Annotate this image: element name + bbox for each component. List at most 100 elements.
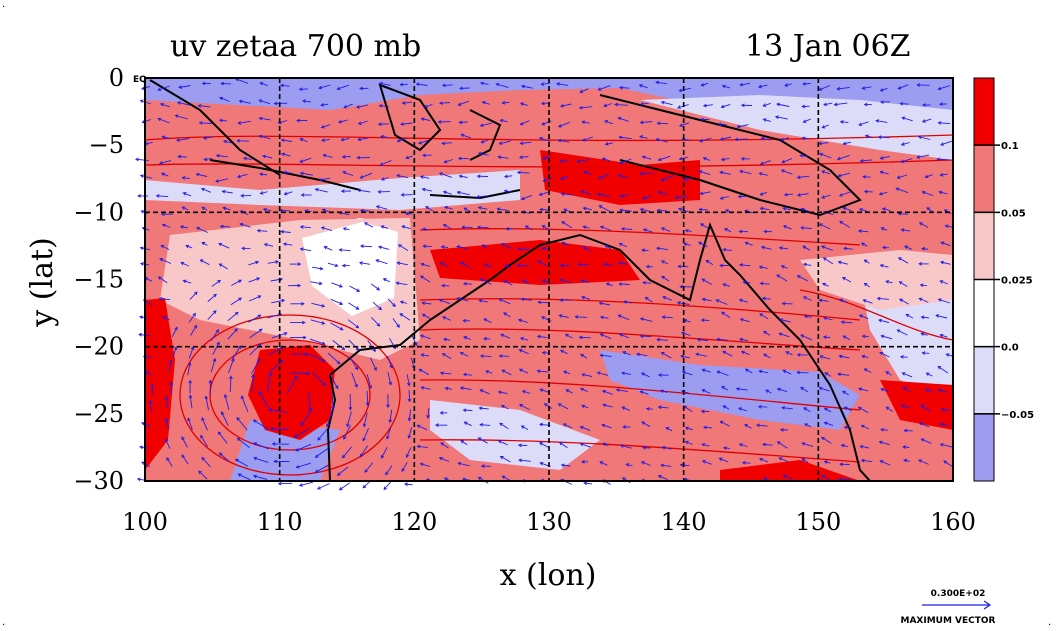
wind-vector bbox=[271, 299, 285, 304]
wind-vector-head bbox=[193, 291, 198, 296]
wind-vector-head bbox=[303, 335, 307, 340]
wind-vector bbox=[779, 319, 791, 323]
wind-vector-head bbox=[619, 444, 624, 448]
wind-vector-head bbox=[541, 316, 545, 320]
wind-vector bbox=[290, 372, 310, 374]
wind-vector bbox=[783, 225, 792, 230]
wind-vector-head bbox=[744, 424, 748, 428]
wind-vector-head bbox=[215, 153, 220, 158]
wind-vector-head bbox=[782, 206, 787, 211]
wind-vector bbox=[201, 242, 208, 246]
wind-vector-head bbox=[218, 263, 223, 267]
wind-vector bbox=[822, 124, 829, 129]
wind-vector bbox=[539, 191, 548, 196]
wind-vector bbox=[541, 82, 551, 85]
wind-vector bbox=[324, 246, 333, 251]
wind-vector-head bbox=[357, 137, 362, 142]
wind-vector bbox=[862, 86, 872, 89]
wind-vector bbox=[370, 357, 377, 371]
wind-vector bbox=[698, 241, 708, 248]
wind-vector bbox=[259, 99, 271, 105]
wind-vector bbox=[702, 389, 711, 394]
wind-vector bbox=[401, 225, 411, 230]
wind-vector bbox=[443, 191, 452, 195]
wind-vector bbox=[921, 316, 930, 319]
wind-vector bbox=[330, 298, 343, 305]
wind-vector bbox=[346, 411, 352, 427]
wind-vector-head bbox=[229, 375, 233, 380]
wind-vector-head bbox=[858, 122, 863, 127]
wind-vector bbox=[348, 302, 359, 310]
wind-vector bbox=[381, 447, 388, 459]
wind-vector-head bbox=[212, 357, 217, 362]
wind-vector-head bbox=[738, 407, 742, 411]
wind-vector-head bbox=[722, 283, 727, 287]
wind-vector-head bbox=[721, 386, 725, 390]
wind-vector-head bbox=[375, 205, 380, 209]
wind-vector bbox=[505, 264, 512, 269]
wind-vector bbox=[862, 335, 869, 338]
wind-vector-head bbox=[389, 364, 393, 369]
wind-vector bbox=[253, 442, 269, 450]
wind-vector-head bbox=[300, 422, 304, 426]
wind-vector-head bbox=[583, 170, 588, 175]
wind-vector bbox=[700, 223, 709, 229]
wind-vector bbox=[300, 248, 312, 252]
wind-vector bbox=[782, 369, 792, 375]
wind-vector bbox=[262, 155, 273, 159]
wind-vector bbox=[156, 195, 169, 198]
wind-vector-head bbox=[340, 189, 345, 193]
wind-vector bbox=[640, 390, 649, 395]
wind-vector bbox=[223, 140, 233, 144]
wind-vector-head bbox=[188, 379, 192, 384]
wind-vector bbox=[200, 259, 210, 266]
wind-vector bbox=[440, 442, 449, 449]
corner-mark: · bbox=[2, 620, 5, 631]
wind-vector bbox=[235, 78, 249, 84]
wind-vector-head bbox=[896, 175, 901, 179]
wind-vector bbox=[598, 85, 611, 91]
wind-vector-head bbox=[681, 370, 686, 375]
wind-vector-head bbox=[441, 141, 445, 146]
wind-vector bbox=[310, 319, 325, 325]
wind-vector bbox=[401, 461, 408, 472]
wind-vector bbox=[439, 457, 450, 462]
x-tick-label: 130 bbox=[526, 508, 572, 536]
wind-vector-head bbox=[314, 469, 319, 473]
wind-vector bbox=[823, 102, 833, 106]
wind-vector bbox=[703, 157, 711, 161]
wind-vector bbox=[657, 339, 669, 341]
wind-vector bbox=[257, 230, 268, 232]
wind-vector bbox=[584, 171, 593, 175]
wind-vector-head bbox=[139, 99, 144, 104]
wind-vector-head bbox=[180, 261, 185, 266]
wind-vector-head bbox=[922, 103, 926, 107]
wind-vector bbox=[280, 84, 290, 87]
wind-vector bbox=[198, 105, 211, 108]
wind-vector bbox=[168, 360, 172, 372]
wind-vector bbox=[602, 442, 609, 447]
wind-vector bbox=[683, 319, 691, 323]
wind-vector-head bbox=[203, 157, 208, 162]
wind-vector-head bbox=[881, 245, 886, 250]
wind-vector bbox=[223, 207, 231, 211]
wind-vector-head bbox=[758, 172, 763, 176]
wind-vector bbox=[834, 102, 848, 106]
wind-vector bbox=[309, 353, 325, 362]
wind-vector bbox=[459, 121, 468, 123]
wind-vector bbox=[363, 412, 368, 427]
wind-vector bbox=[326, 410, 334, 427]
wind-vector-head bbox=[918, 459, 922, 463]
wind-vector-head bbox=[800, 334, 805, 338]
wind-vector bbox=[421, 263, 431, 267]
wind-vector bbox=[560, 103, 572, 107]
wind-vector bbox=[819, 85, 831, 91]
wind-vector-head bbox=[517, 443, 522, 448]
wind-vector bbox=[785, 351, 793, 356]
wind-vector bbox=[444, 159, 453, 163]
wind-vector-head bbox=[679, 284, 684, 289]
wind-vector-head bbox=[621, 406, 626, 410]
wind-vector-head bbox=[280, 229, 284, 234]
wind-vector-head bbox=[478, 406, 483, 410]
wind-vector bbox=[776, 274, 788, 282]
